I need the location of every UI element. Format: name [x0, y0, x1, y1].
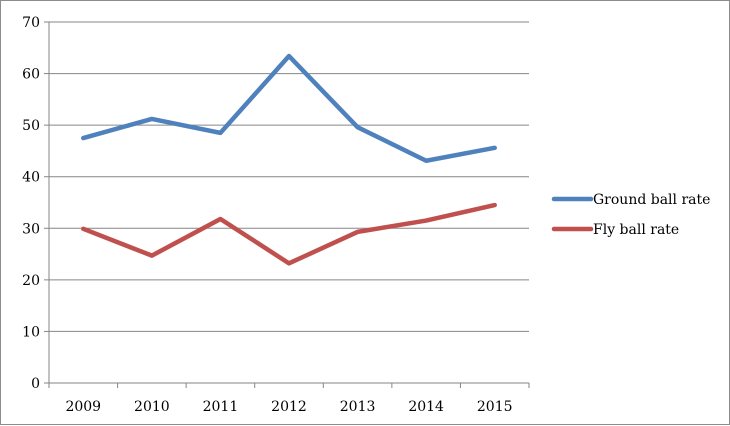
y-tick-label: 30 — [22, 221, 40, 237]
series-line-ground-ball-rate — [83, 56, 494, 161]
y-tick-label: 10 — [22, 324, 40, 340]
legend-label-fly-ball-rate: Fly ball rate — [593, 222, 679, 238]
y-tick-labels: 0 10 20 30 40 50 60 70 — [22, 15, 40, 392]
gridlines — [49, 22, 529, 331]
y-tick-label: 0 — [31, 376, 40, 392]
x-tick-label-2009: 2009 — [65, 399, 101, 415]
x-tick-label-2010: 2010 — [134, 399, 170, 415]
series-line-fly-ball-rate — [83, 205, 494, 263]
x-tick-label-2013: 2013 — [340, 399, 376, 415]
y-tick-label: 40 — [22, 170, 40, 186]
x-tick-label-2015: 2015 — [477, 399, 513, 415]
axes — [44, 22, 529, 388]
legend-label-ground-ball-rate: Ground ball rate — [593, 192, 710, 208]
y-tick-label: 70 — [22, 15, 40, 31]
x-tick-label-2012: 2012 — [271, 399, 307, 415]
legend: Ground ball rate Fly ball rate — [554, 192, 710, 238]
series-lines — [83, 56, 495, 264]
y-tick-label: 60 — [22, 67, 40, 83]
x-tick-label-2014: 2014 — [408, 399, 444, 415]
x-tick-labels: 2009 2010 2011 2012 2013 2014 2015 — [65, 399, 512, 415]
y-tick-label: 20 — [22, 273, 40, 289]
x-tick-label-2011: 2011 — [203, 399, 239, 415]
y-tick-label: 50 — [22, 118, 40, 134]
